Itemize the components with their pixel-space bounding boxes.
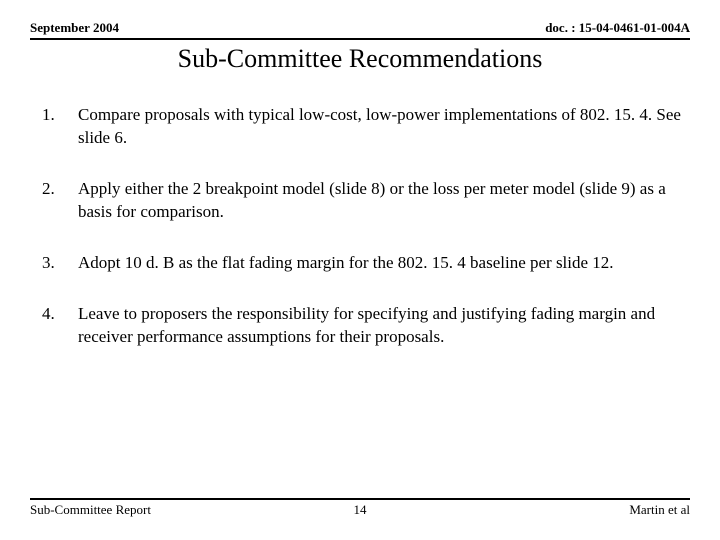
list-item-text: Leave to proposers the responsibility fo… [78, 303, 684, 349]
list-item-number: 2. [42, 178, 78, 224]
list-item: 4. Leave to proposers the responsibility… [42, 303, 684, 349]
footer-author: Martin et al [470, 502, 690, 518]
slide-footer: Sub-Committee Report 14 Martin et al [30, 498, 690, 518]
header-doc-number: doc. : 15-04-0461-01-004A [545, 20, 690, 36]
list-item-number: 1. [42, 104, 78, 150]
list-item-number: 4. [42, 303, 78, 349]
list-item: 3. Adopt 10 d. B as the flat fading marg… [42, 252, 684, 275]
list-item: 1. Compare proposals with typical low-co… [42, 104, 684, 150]
list-item-text: Compare proposals with typical low-cost,… [78, 104, 684, 150]
list-item-text: Apply either the 2 breakpoint model (sli… [78, 178, 684, 224]
header-date: September 2004 [30, 20, 119, 36]
slide-title: Sub-Committee Recommendations [30, 44, 690, 74]
footer-report-name: Sub-Committee Report [30, 502, 250, 518]
list-item-text: Adopt 10 d. B as the flat fading margin … [78, 252, 684, 275]
footer-page-number: 14 [250, 502, 470, 518]
list-item: 2. Apply either the 2 breakpoint model (… [42, 178, 684, 224]
slide-header: September 2004 doc. : 15-04-0461-01-004A [30, 20, 690, 40]
recommendations-list: 1. Compare proposals with typical low-co… [30, 104, 690, 349]
list-item-number: 3. [42, 252, 78, 275]
